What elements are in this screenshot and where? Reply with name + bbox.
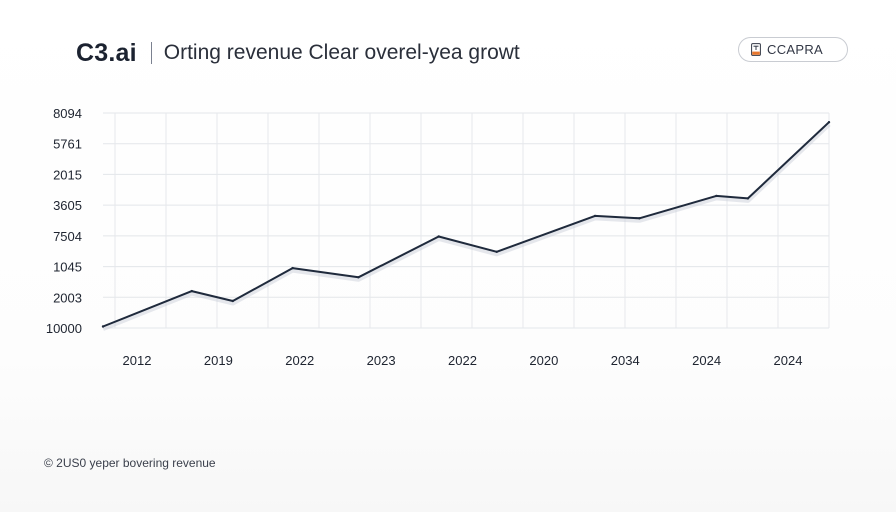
- x-tick-label: 2020: [529, 353, 558, 368]
- data-point: [715, 194, 718, 198]
- data-point: [231, 299, 234, 303]
- data-point: [291, 266, 294, 270]
- x-tick-label: 2019: [204, 353, 233, 368]
- data-point: [101, 325, 105, 328]
- x-tick-label: 2022: [448, 353, 477, 368]
- data-point: [190, 289, 193, 293]
- series-revenue: [101, 121, 831, 331]
- data-point: [746, 197, 750, 200]
- data-point: [495, 250, 498, 253]
- y-tick-label: 2003: [53, 290, 82, 305]
- source-badge[interactable]: CCAPRA: [738, 37, 848, 62]
- series-line-shadow: [102, 122, 831, 331]
- data-point: [437, 235, 440, 238]
- data-point: [357, 276, 360, 279]
- y-tick-label: 2015: [53, 167, 82, 182]
- y-tick-label: 1045: [53, 260, 82, 275]
- data-point: [593, 214, 597, 218]
- x-tick-label: 2024: [774, 353, 803, 368]
- x-tick-label: 2012: [123, 353, 152, 368]
- x-tick-label: 2022: [285, 353, 314, 368]
- chart-title: Orting revenue Clear overel-yea growt: [163, 41, 520, 64]
- x-tick-label: 2024: [692, 353, 721, 368]
- y-tick-label: 8094: [53, 106, 82, 121]
- y-tick-label: 10000: [46, 321, 82, 336]
- x-tick-label: 2034: [611, 353, 640, 368]
- y-axis-ticks: 8094 5761 2015 3605 7504 1045 2003 10000: [46, 106, 82, 336]
- data-point: [638, 217, 641, 220]
- x-axis-ticks: 2012 2019 2022 2023 2022 2020 2034 2024 2024: [123, 353, 803, 368]
- y-tick-label: 3605: [53, 198, 82, 213]
- data-point: [827, 121, 831, 124]
- document-icon: [751, 43, 761, 56]
- y-tick-label: 7504: [53, 229, 82, 244]
- header-divider: [150, 42, 152, 64]
- footer-note: © 2US0 yeper bovering revenue: [44, 456, 216, 470]
- source-badge-label: CCAPRA: [767, 42, 823, 57]
- series-line-revenue: [102, 121, 830, 328]
- brand-logo-text: C3.ai: [76, 38, 137, 67]
- chart-header: C3.ai Orting revenue Clear overel-yea gr…: [76, 36, 520, 70]
- x-tick-label: 2023: [367, 353, 396, 368]
- y-tick-label: 5761: [53, 137, 82, 152]
- grid-lines: [103, 112, 830, 329]
